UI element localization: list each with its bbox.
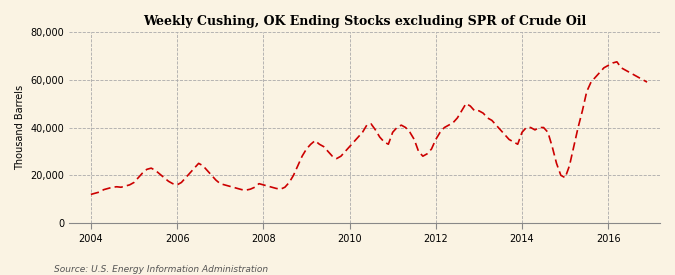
Y-axis label: Thousand Barrels: Thousand Barrels — [15, 85, 25, 170]
Title: Weekly Cushing, OK Ending Stocks excluding SPR of Crude Oil: Weekly Cushing, OK Ending Stocks excludi… — [143, 15, 587, 28]
Text: Source: U.S. Energy Information Administration: Source: U.S. Energy Information Administ… — [54, 265, 268, 274]
